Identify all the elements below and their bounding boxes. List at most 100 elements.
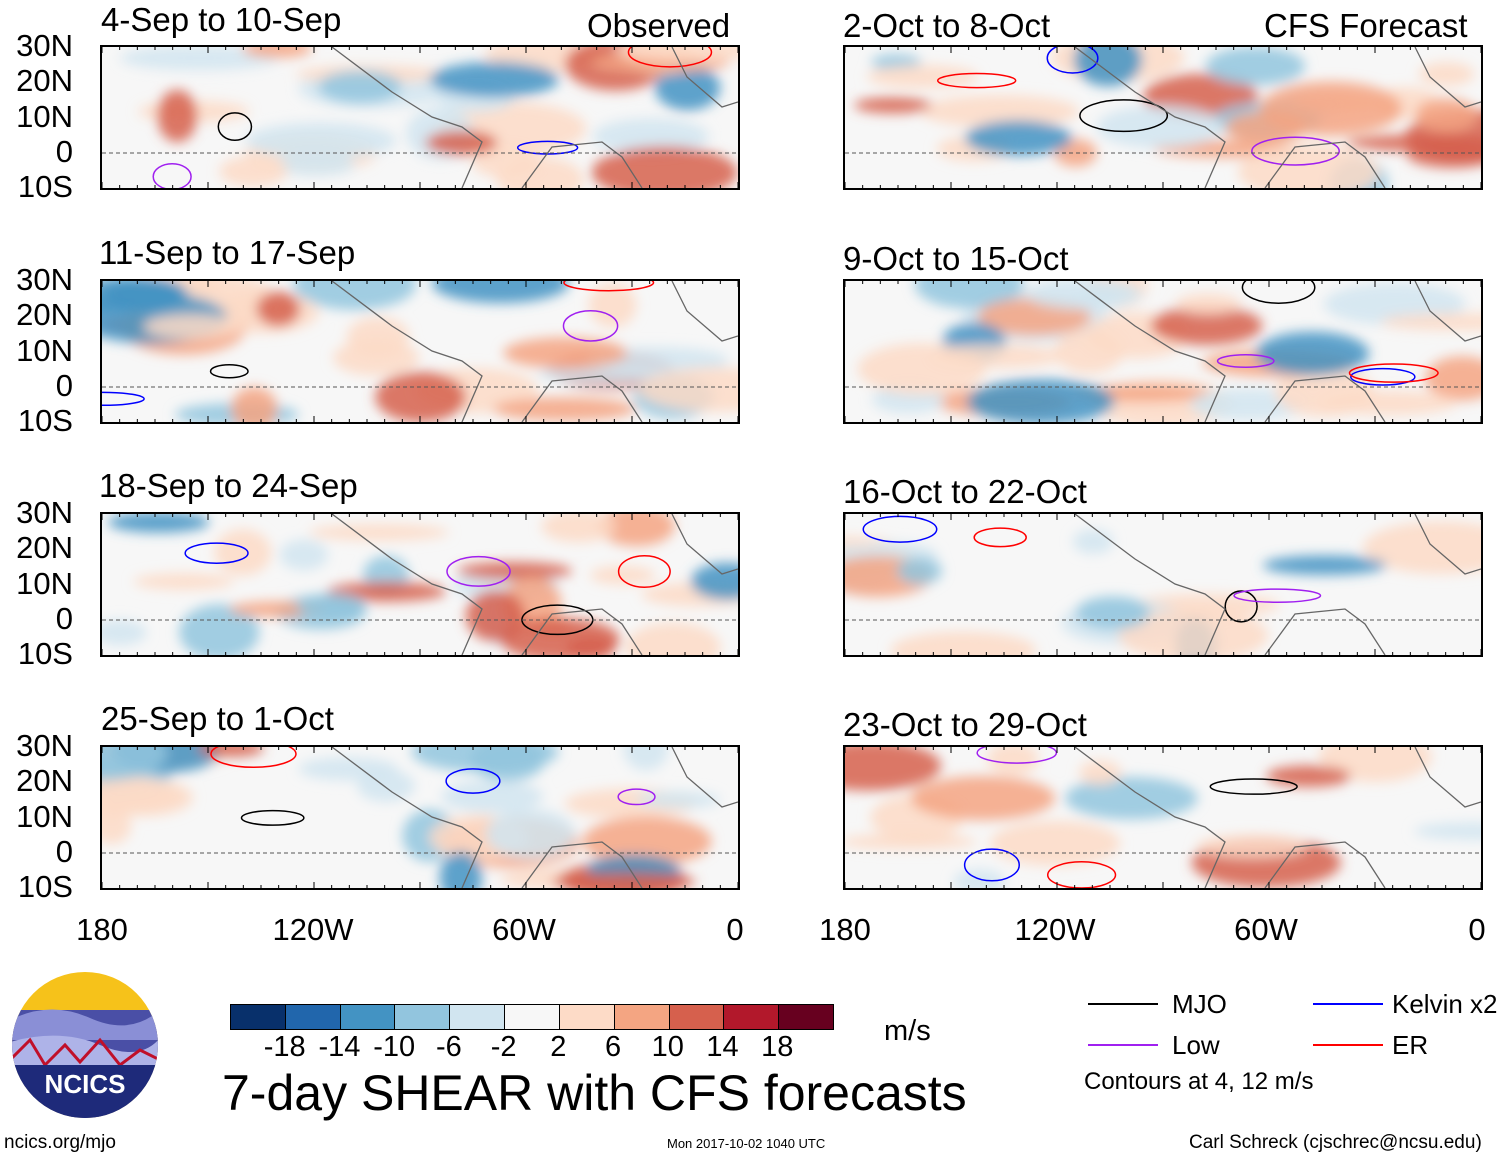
contour-line [217, 112, 253, 142]
shear-anomaly [318, 70, 402, 104]
y-tick-label: 10S [17, 403, 73, 439]
y-tick-label: 0 [55, 833, 73, 869]
shear-anomaly [987, 747, 1039, 776]
shear-anomaly [327, 581, 447, 602]
shear-anomaly [375, 371, 467, 422]
contour-line [973, 527, 1027, 548]
contour-line [1209, 778, 1298, 795]
x-tick-label: 60W [1234, 912, 1298, 947]
contour-line [1348, 363, 1439, 383]
shear-anomaly [102, 807, 132, 845]
legend-er-label: ER [1392, 1030, 1429, 1060]
contour-line [617, 788, 656, 806]
colorbar-tick-label: -6 [436, 1031, 462, 1063]
shear-anomaly [1346, 134, 1481, 152]
y-tick-label: 10N [16, 332, 73, 368]
y-tick-label: 10S [17, 869, 73, 905]
contour-line [1079, 99, 1169, 133]
shear-anomaly [492, 397, 636, 421]
shear-anomaly [592, 118, 709, 155]
shear-anomaly [1266, 765, 1351, 788]
shear-anomaly [1414, 822, 1481, 840]
x-tick-label: 180 [76, 912, 128, 947]
shear-anomaly [920, 94, 1080, 128]
shear-anomaly [930, 344, 1064, 369]
y-tick-label: 20N [16, 763, 73, 799]
coastline [1074, 47, 1481, 188]
legend-er-line [1313, 1044, 1383, 1046]
shear-anomaly [485, 808, 576, 859]
shear-anomaly [279, 539, 329, 571]
shear-anomaly [102, 779, 194, 817]
shear-anomaly [439, 851, 483, 888]
shear-anomaly [1262, 555, 1387, 575]
map-panel [843, 745, 1483, 890]
colorbar-units: m/s [884, 1015, 931, 1047]
shear-anomaly [1054, 329, 1124, 374]
y-tick-label: 20N [16, 63, 73, 99]
shear-anomaly [256, 291, 300, 327]
coastline [331, 281, 738, 422]
observed-label: Observed [587, 7, 731, 44]
shear-anomaly [638, 367, 738, 412]
contour-line [446, 555, 511, 587]
y-tick-label: 0 [55, 600, 73, 636]
shear-anomaly [910, 776, 1056, 821]
colorbar-cell [724, 1005, 780, 1029]
shear-anomaly [914, 281, 1024, 309]
shear-anomaly [966, 379, 1115, 422]
shear-anomaly [541, 514, 616, 543]
shear-anomaly [231, 386, 278, 422]
shear-anomaly [654, 65, 721, 111]
panel-title: 18-Sep to 24-Sep [99, 467, 358, 504]
colorbar [230, 1004, 834, 1030]
legend-mjo-label: MJO [1172, 989, 1227, 1019]
contour-line [1224, 590, 1258, 623]
colorbar-cell [559, 1005, 615, 1029]
logo-text: NCICS [45, 1069, 126, 1099]
figure-title: 7-day SHEAR with CFS forecasts [222, 1065, 967, 1121]
contour-line [210, 747, 297, 769]
shear-anomaly [1175, 293, 1241, 315]
shear-anomaly [625, 622, 721, 655]
shear-anomaly [623, 747, 669, 771]
shear-anomaly [1205, 47, 1306, 86]
shear-anomaly [1072, 529, 1114, 554]
legend-low-line [1088, 1044, 1158, 1046]
shear-anomaly [107, 514, 210, 533]
shear-anomaly [866, 65, 979, 89]
y-tick-label: 10N [16, 565, 73, 601]
y-tick-label: 0 [55, 133, 73, 169]
contour-line [617, 555, 671, 589]
panel-title: 16-Oct to 22-Oct [843, 473, 1087, 510]
colorbar-tick-label: 14 [706, 1031, 739, 1063]
panel-title: 2-Oct to 8-Oct [843, 7, 1051, 44]
shear-anomaly [429, 61, 559, 98]
shear-anomaly [551, 873, 697, 888]
footer-url[interactable]: ncics.org/mjo [4, 1132, 116, 1153]
contour-line [1350, 367, 1416, 386]
contour-line [1241, 281, 1316, 304]
shear-anomaly [1078, 760, 1122, 786]
shear-anomaly [1418, 62, 1475, 87]
colorbar-cell [450, 1005, 506, 1029]
contour-line [1216, 354, 1275, 368]
x-tick-label: 180 [819, 912, 871, 947]
shear-anomaly [845, 747, 942, 791]
shear-anomaly [1255, 331, 1370, 376]
shear-anomaly [333, 339, 420, 376]
shear-anomaly [309, 523, 450, 541]
y-tick-label: 10S [17, 169, 73, 205]
shear-anomaly [456, 561, 573, 581]
contour-line [563, 281, 655, 292]
y-tick-label: 20N [16, 297, 73, 333]
shear-anomaly [245, 122, 397, 159]
colorbar-tick-label: -10 [373, 1031, 416, 1063]
footer-timestamp: Mon 2017-10-02 1040 UTC [667, 1136, 826, 1151]
shear-anomaly [896, 557, 943, 585]
shear-anomaly [496, 157, 584, 188]
y-tick-label: 20N [16, 530, 73, 566]
x-tick-label: 0 [1468, 912, 1486, 947]
shear-anomaly [143, 314, 241, 340]
shear-anomaly [588, 282, 637, 328]
